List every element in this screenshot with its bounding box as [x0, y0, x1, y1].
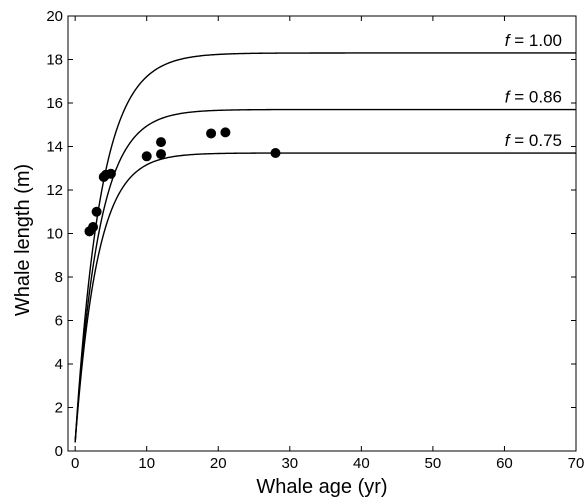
curve-labels: f = 1.00 f = 0.86 f = 0.75: [505, 31, 562, 150]
growth-curve: [74, 52, 576, 443]
y-tick-label: 10: [46, 226, 63, 243]
x-tick-label: 60: [496, 455, 513, 472]
y-tick-label: 18: [46, 52, 63, 69]
y-tick-label: 12: [46, 182, 63, 199]
y-tick-label: 0: [55, 443, 63, 460]
data-point: [206, 128, 217, 139]
data-point: [141, 151, 152, 162]
data-point: [270, 148, 281, 159]
x-tick-label: 70: [568, 455, 585, 472]
plot-frame: [67, 15, 577, 452]
x-tick-label: 40: [353, 455, 370, 472]
y-tick-label: 4: [55, 356, 63, 373]
curve-label: f = 0.75: [505, 131, 562, 150]
y-tick-label: 20: [46, 8, 63, 25]
curve-label: f = 0.86: [505, 88, 562, 107]
y-tick-label: 14: [46, 139, 63, 156]
y-axis-ticks: 0 2 4 6 8 10 12 14 16 18 20: [46, 8, 576, 460]
data-point: [220, 127, 231, 138]
y-axis-title: Whale length (m): [12, 164, 34, 316]
data-points: [84, 127, 281, 237]
x-tick-label: 10: [138, 455, 155, 472]
x-tick-label: 0: [71, 455, 79, 472]
x-tick-label: 20: [210, 455, 227, 472]
growth-curves: [74, 52, 576, 443]
y-tick-label: 2: [55, 400, 63, 417]
y-tick-label: 6: [55, 313, 63, 330]
data-point: [88, 221, 99, 232]
x-tick-label: 50: [425, 455, 442, 472]
x-axis-title: Whale age (yr): [256, 476, 387, 498]
growth-curve: [74, 108, 576, 443]
y-tick-label: 16: [46, 95, 63, 112]
curve-label: f = 1.00: [505, 31, 562, 50]
x-axis-ticks: 0 10 20 30 40 50 60 70: [71, 16, 584, 472]
data-point: [91, 206, 102, 217]
y-tick-label: 8: [55, 269, 63, 286]
x-tick-label: 30: [281, 455, 298, 472]
growth-curve: [74, 152, 576, 443]
data-point: [156, 137, 167, 148]
data-point: [156, 149, 167, 160]
plot-border: [67, 15, 577, 452]
data-point: [105, 168, 116, 179]
